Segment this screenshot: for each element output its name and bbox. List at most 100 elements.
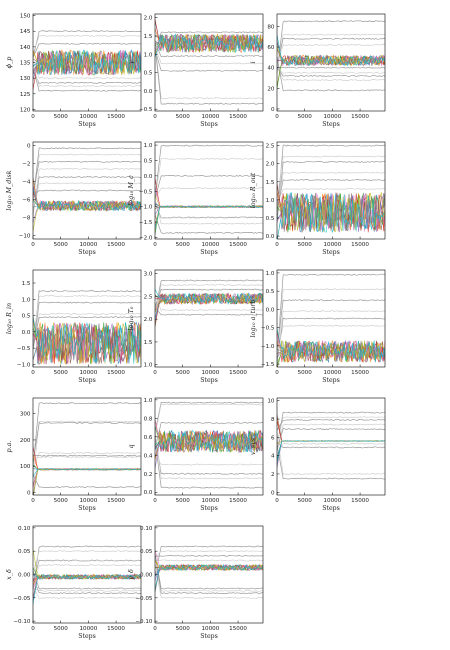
y-tick-label: 0 [27,144,31,150]
trace-lines [277,20,385,92]
burnin-walker [33,420,141,480]
trace-lines [33,402,141,495]
x-tick-label: 0 [275,114,279,120]
converged-walker [33,446,141,471]
x-axis-label: Steps [200,633,218,640]
y-tick-label: 1.0 [144,52,153,58]
x-axis-label: Steps [200,249,218,256]
burnin-walker [155,174,263,200]
x-tick-label: 15000 [229,626,247,632]
burnin-walker [155,42,263,100]
x-tick-label: 10000 [201,370,219,376]
converged-walker [33,316,141,364]
converged-walker [33,468,141,495]
converged-walker [33,468,141,495]
x-tick-label: 0 [31,626,35,632]
x-tick-label: 0 [275,242,279,248]
y-tick-label: 100 [20,464,31,470]
x-tick-label: 5000 [54,242,69,248]
y-tick-label: −6 [22,197,31,203]
y-tick-label: −8 [22,215,31,221]
trace-panel-9: 0 5000 10000 15000 0 100 200 300 Steps p.a. [5,397,142,512]
burnin-walker [277,441,385,449]
y-tick-label: 80 [267,24,275,30]
y-tick-label: 0.5 [266,216,275,222]
burnin-walker [277,66,385,77]
x-axis-label: Steps [78,505,96,512]
trace-panel-2: 0 5000 10000 15000 0 20 40 60 80 Steps i [249,13,386,128]
burnin-walker [155,49,263,72]
y-axis-label: x_δ [5,569,13,580]
y-tick-label: 140 [20,45,31,51]
trace-panel-10: 0 5000 10000 15000 0.0 0.2 0.4 0.6 0.8 1.0 Steps q [127,397,264,512]
converged-walker [155,429,263,453]
burnin-walker [33,295,141,341]
y-tick-label: 6 [271,435,275,441]
burnin-walker [155,554,263,557]
converged-walker [155,293,263,311]
burnin-walker [33,316,141,349]
burnin-walker [155,563,263,592]
burnin-walker [155,439,263,489]
axes-frame [154,525,264,624]
y-tick-label: 2.0 [144,16,153,22]
x-axis-label: Steps [78,121,96,128]
x-tick-label: 5000 [176,114,191,120]
y-tick-label: −0.5 [139,189,153,195]
y-tick-label: 0.4 [144,453,153,459]
x-tick-label: 5000 [298,242,313,248]
burnin-walker [33,456,141,459]
y-tick-label: 0.6 [144,435,153,441]
y-tick-label: 8 [271,417,275,423]
converged-walker [277,335,385,363]
converged-walker [155,205,263,226]
y-axis-label: q [127,444,135,448]
x-tick-label: 15000 [351,114,369,120]
y-tick-label: 0.5 [144,71,153,77]
y-axis-label: log₁₀ T₀ [127,306,135,330]
converged-walker [155,292,263,305]
axes-frame [154,269,264,368]
trace-lines [155,401,263,489]
y-tick-label: 1.5 [144,340,153,346]
y-tick-label: 0.0 [266,307,275,313]
x-tick-label: 5000 [298,498,313,504]
burnin-walker [33,68,141,92]
converged-walker [277,440,385,462]
burnin-walker [33,64,141,88]
y-axis-label: γ [127,60,135,64]
x-tick-label: 0 [275,498,279,504]
burnin-walker [155,284,263,313]
burnin-walker [33,564,141,591]
burnin-walker [155,144,263,198]
converged-walker [155,33,263,54]
x-tick-label: 15000 [107,498,125,504]
x-tick-label: 10000 [79,498,97,504]
x-tick-label: 0 [31,114,35,120]
x-tick-label: 0 [153,242,157,248]
y-tick-label: 0.5 [22,314,31,320]
trace-panel-13: 0 5000 10000 15000 −0.10 −0.05 0.00 0.05 0.10 Ste… [127,525,264,640]
burnin-walker [33,290,141,349]
y-tick-label: 0 [27,490,31,496]
y-tick-label: 2.5 [144,294,153,300]
converged-walker [277,414,385,442]
burnin-walker [155,279,263,312]
x-tick-label: 15000 [107,242,125,248]
x-tick-label: 0 [153,626,157,632]
burnin-walker [155,455,263,466]
burnin-walker [33,189,141,196]
y-tick-label: 0.2 [144,472,153,478]
x-tick-label: 0 [153,114,157,120]
x-tick-label: 15000 [107,626,125,632]
x-tick-label: 15000 [229,370,247,376]
x-tick-label: 15000 [107,370,125,376]
trace-lines [33,545,141,605]
x-tick-label: 15000 [107,114,125,120]
burnin-walker [277,160,385,223]
y-tick-label: 0.00 [140,573,153,579]
x-tick-label: 15000 [351,242,369,248]
y-tick-label: −0.10 [13,619,31,625]
y-tick-label: 0 [271,107,275,113]
